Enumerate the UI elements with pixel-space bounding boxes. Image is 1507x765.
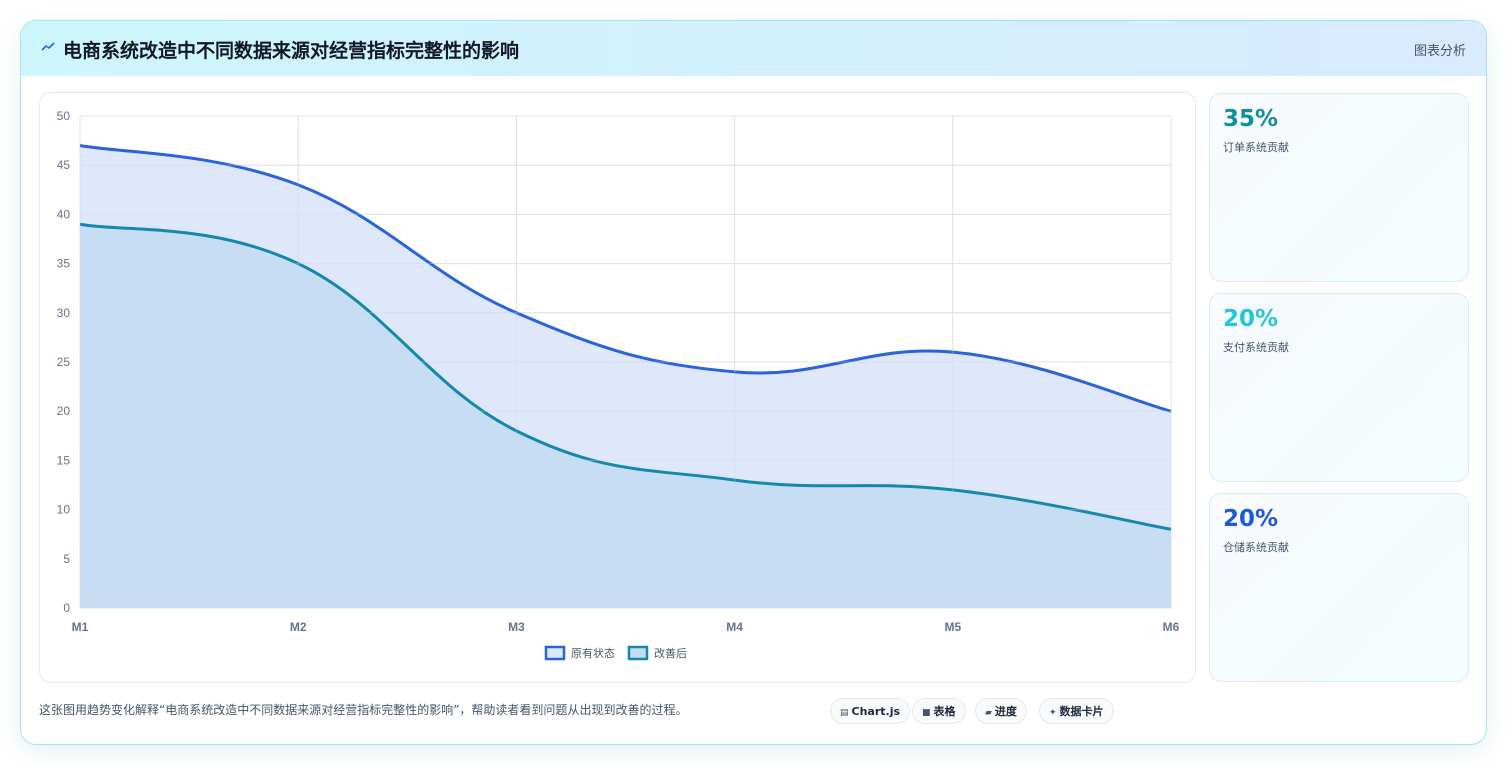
x-tick-label: M2: [290, 620, 307, 634]
area-chart: 0 5 10 15 20 25 30 35 40 45 50 M1 M2 M3 M4 M5 M6 原有状态 改善后: [57, 109, 1180, 661]
legend-swatch: [544, 645, 566, 661]
chip-label: 数据卡片: [1059, 705, 1104, 718]
chip-progress[interactable]: ▰ 进度: [975, 698, 1027, 724]
series-area-2: [80, 224, 1171, 609]
legend-label: 改善后: [654, 646, 687, 660]
page-title: 电商系统改造中不同数据来源对经营指标完整性的影响: [63, 40, 520, 62]
kpi-value: 20%: [1223, 306, 1279, 332]
chart-icon: ▤: [840, 708, 849, 718]
y-tick-label: 50: [57, 109, 71, 123]
y-tick-label: 40: [57, 207, 71, 221]
kpi-card-order: 35% 订单系统贡献: [1209, 93, 1469, 282]
legend-item: 改善后: [627, 645, 687, 661]
y-tick-label: 0: [63, 601, 70, 615]
series-line-2: [79, 222, 1172, 531]
kpi-label: 仓储系统贡献: [1223, 541, 1289, 554]
kpi-value: 20%: [1223, 506, 1279, 532]
kpi-label: 订单系统贡献: [1223, 141, 1289, 154]
kpi-value: 35%: [1223, 106, 1279, 132]
kpi-card-payment: 20% 支付系统贡献: [1209, 293, 1469, 482]
legend-swatch: [627, 645, 649, 661]
legend-label: 原有状态: [571, 646, 615, 660]
chart-card: 电商系统改造中不同数据来源对经营指标完整性的影响 图表分析 0 5 10 15 20 25…: [20, 20, 1487, 745]
card-header: 电商系统改造中不同数据来源对经营指标完整性的影响 图表分析: [21, 21, 1486, 76]
y-tick-label: 5: [63, 552, 70, 566]
chip-label: 进度: [994, 705, 1017, 718]
chart-icon: [41, 40, 57, 56]
x-tick-label: M5: [944, 620, 961, 634]
legend-item: 原有状态: [544, 645, 615, 661]
table-icon: ■: [922, 708, 931, 718]
chart-analysis-tag: 图表分析: [1413, 44, 1466, 59]
card-icon: ✦: [1049, 708, 1057, 718]
chip-chartjs[interactable]: ▤ Chart.js: [830, 698, 911, 724]
x-tick-label: M4: [726, 620, 743, 634]
y-tick-label: 20: [57, 404, 71, 418]
y-tick-label: 30: [57, 306, 71, 320]
chip-table[interactable]: ■ 表格: [912, 698, 966, 724]
y-tick-label: 45: [57, 158, 71, 172]
y-tick-label: 25: [57, 355, 71, 369]
progress-icon: ▰: [985, 708, 992, 718]
chip-label: Chart.js: [851, 705, 901, 718]
x-tick-label: M1: [72, 620, 89, 634]
series-line-1: [79, 144, 1172, 413]
kpi-card-warehouse: 20% 仓储系统贡献: [1209, 493, 1469, 682]
chart-description: 这张图用趋势变化解释“电商系统改造中不同数据来源对经营指标完整性的影响”，帮助读…: [39, 703, 688, 717]
kpi-label: 支付系统贡献: [1223, 341, 1289, 354]
x-tick-label: M6: [1163, 620, 1180, 634]
y-tick-label: 10: [57, 503, 71, 517]
y-tick-label: 35: [57, 257, 71, 271]
chip-data-card[interactable]: ✦ 数据卡片: [1039, 698, 1114, 724]
chart-panel: 0 5 10 15 20 25 30 35 40 45 50 M1 M2 M3 M4 M5 M6 原有状态 改善后: [39, 92, 1196, 683]
y-tick-label: 15: [57, 453, 71, 467]
chip-label: 表格: [933, 705, 956, 718]
x-tick-label: M3: [508, 620, 525, 634]
grid-overlay: [79, 115, 1172, 609]
